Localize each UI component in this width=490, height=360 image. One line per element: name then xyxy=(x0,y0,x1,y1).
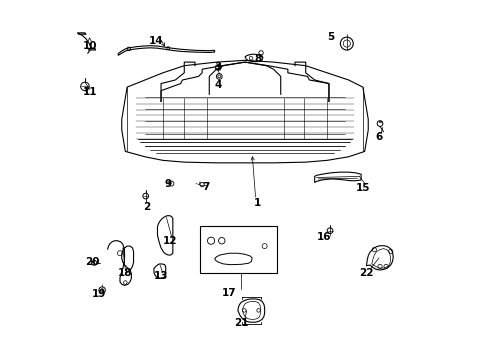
Text: 22: 22 xyxy=(359,268,374,278)
Text: 6: 6 xyxy=(375,132,383,142)
Text: 12: 12 xyxy=(163,236,177,246)
Text: 11: 11 xyxy=(82,87,97,98)
Text: 5: 5 xyxy=(327,32,334,42)
Text: 13: 13 xyxy=(154,271,168,282)
Text: 20: 20 xyxy=(85,257,99,267)
Text: 15: 15 xyxy=(356,183,370,193)
Text: 8: 8 xyxy=(254,54,261,64)
Text: 19: 19 xyxy=(92,289,106,298)
Text: 10: 10 xyxy=(82,41,97,51)
Text: 18: 18 xyxy=(118,268,133,278)
Text: 7: 7 xyxy=(202,182,209,192)
Text: 17: 17 xyxy=(221,288,236,297)
Text: 16: 16 xyxy=(317,232,331,242)
Text: 4: 4 xyxy=(215,80,222,90)
Text: 1: 1 xyxy=(254,198,261,208)
Text: 3: 3 xyxy=(215,63,222,72)
Text: 14: 14 xyxy=(148,36,163,46)
Text: 9: 9 xyxy=(165,179,172,189)
Text: 21: 21 xyxy=(234,318,249,328)
Text: 2: 2 xyxy=(143,202,150,212)
Bar xyxy=(200,226,277,273)
